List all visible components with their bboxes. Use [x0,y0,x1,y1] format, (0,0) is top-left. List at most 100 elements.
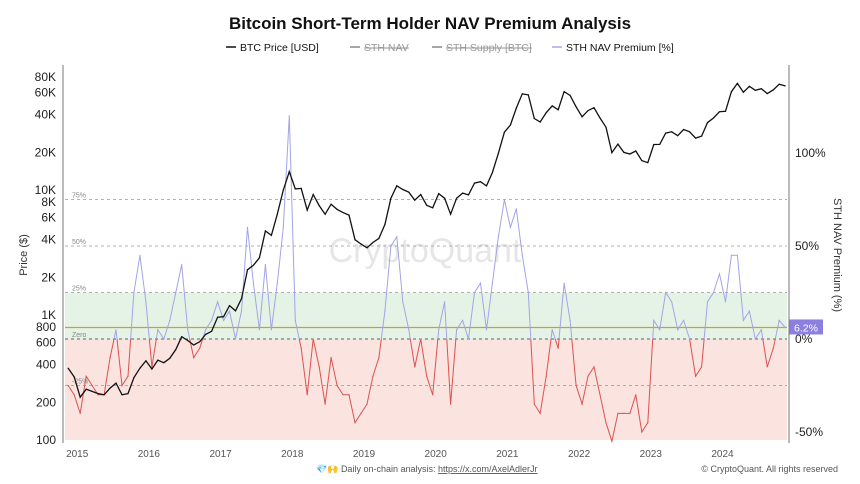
premium-point [366,403,368,405]
premium-point [348,394,350,396]
y-left-tick-label: 2K [41,270,56,284]
price-point [240,298,243,300]
x-tick-label: 2022 [568,449,591,460]
price-point [491,171,494,174]
price-point [712,117,715,119]
premium-point [718,273,721,275]
price-point [629,153,631,155]
premium-point [694,375,697,377]
price-point [700,135,703,137]
premium-point [689,338,691,340]
price-point [473,182,476,184]
premium-point [754,338,756,340]
premium-point [211,319,213,321]
y-right-tick-label: 100% [795,146,826,160]
price-point [647,162,649,164]
premium-point [79,412,81,414]
premium-point [575,384,577,387]
legend-item-label[interactable]: BTC Price [USD] [240,42,319,54]
premium-point [473,291,476,294]
current-premium-badge [789,319,823,335]
legend-item-label[interactable]: STH Supply [BTC] [446,42,532,54]
premium-point [402,301,404,303]
premium-point [97,394,99,396]
premium-point [563,282,565,284]
premium-point [228,310,231,312]
price-point [85,388,87,390]
price-point [372,241,374,244]
premium-point [677,329,679,331]
premium-point [647,422,649,424]
level-label: Zero [72,332,87,339]
premium-point [503,198,505,201]
price-point [760,88,762,90]
premium-point [384,310,386,312]
premium-point [73,394,75,396]
price-point [175,348,177,351]
price-point [575,106,577,108]
y-axis-left-title: Price ($) [18,234,30,276]
y-left-tick-label: 1K [41,308,56,322]
price-point [91,390,93,392]
y-left-tick-label: 4K [41,233,56,247]
legend-item-label[interactable]: STH NAV Premium [%] [566,42,674,54]
premium-point [133,291,135,294]
level-label: 75% [72,193,86,200]
price-point [342,211,344,214]
price-point [689,131,691,133]
price-point [157,359,159,361]
premium-point [300,347,302,349]
premium-point [557,347,559,349]
y-left-tick-label: 800 [36,320,56,334]
price-point [420,193,422,196]
price-point [199,341,201,343]
price-point [503,131,505,133]
premium-point [617,412,619,414]
price-point [521,93,523,95]
price-point [467,194,470,196]
price-point [115,382,117,384]
premium-point [276,282,278,284]
premium-point [533,403,535,405]
premium-point [312,338,314,340]
price-point [724,110,727,112]
price-point [151,368,153,370]
premium-point [712,291,715,294]
legend[interactable]: BTC Price [USD] STH NAV STH Supply [BTC] ST… [226,42,674,54]
level-label: 25% [72,286,86,293]
premium-point [85,375,87,377]
premium-point [121,384,123,387]
copyright: © CryptoQuant. All rights reserved [701,464,838,474]
y-right-tick-label: 0% [795,332,813,346]
premium-point [683,319,685,321]
x-tick-label: 2019 [353,449,376,460]
premium-point [671,301,673,303]
level-label: -25% [72,379,88,386]
premium-point [587,375,589,377]
price-point [742,91,744,93]
y-right-tick-label: -50% [795,425,823,439]
price-point [605,126,607,128]
price-point [736,82,739,84]
premium-point [521,254,523,256]
legend-item-label[interactable]: STH NAV [364,42,409,54]
premium-point [599,394,601,396]
premium-point [145,301,147,303]
price-point [67,367,69,369]
premium-point [264,264,266,266]
price-point [718,111,721,113]
premium-point [748,310,750,312]
premium-point [706,301,709,303]
premium-point [372,375,374,377]
price-point [145,360,147,362]
premium-point [246,226,249,228]
premium-point [420,338,422,340]
price-point [258,257,261,259]
price-point [216,316,219,318]
price-point [366,247,368,249]
premium-point [736,254,739,256]
price-point [163,362,165,364]
footer-link[interactable]: https://x.com/AxelAdlerJr [438,464,538,474]
x-tick-label: 2017 [209,449,232,460]
